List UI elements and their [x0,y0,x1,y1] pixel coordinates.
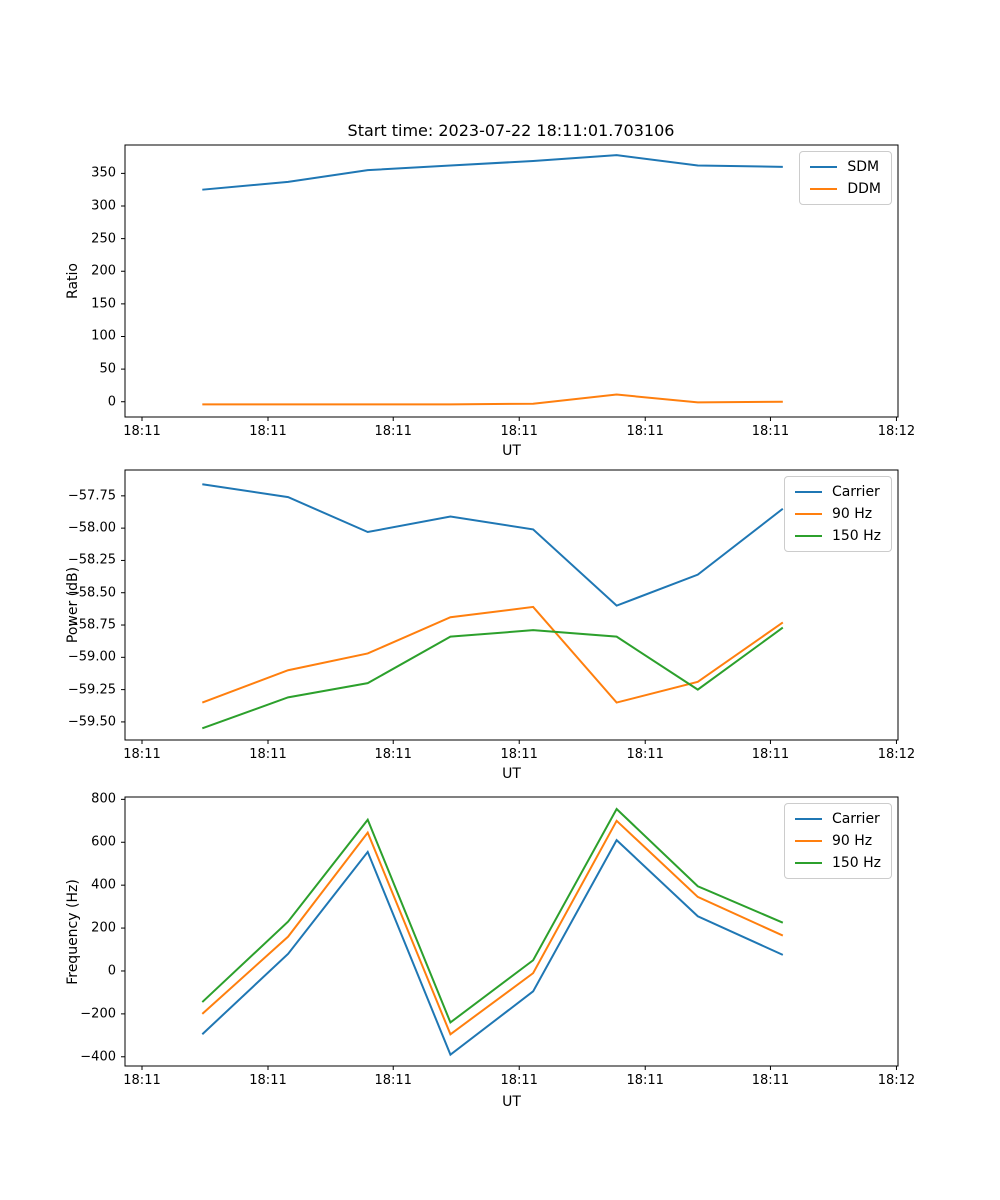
ratio-y-axis-label: Ratio [65,263,81,299]
x-tick-label: 18:12 [877,424,916,439]
legend-line-swatch [794,839,822,843]
ratio-x-axis-label: UT [502,443,521,459]
x-tick-label: 18:11 [500,424,538,439]
legend-label: SDM [847,159,880,175]
x-tick-label: 18:11 [500,747,538,762]
legend-line-swatch [810,165,838,169]
x-tick-label: 18:11 [374,747,412,762]
series-line-150 Hz [201,626,784,730]
legend-item-Carrier: Carrier [794,484,881,500]
y-tick-label: −59.50 [67,714,116,730]
y-tick-label: 50 [99,361,116,377]
y-tick-label: −58.50 [67,585,116,601]
y-tick-label: 150 [91,296,116,312]
series-line-DDM [202,393,783,406]
legend-line-swatch [794,490,822,494]
legend-item-Carrier: Carrier [794,811,881,827]
series-line-SDM [202,154,783,191]
x-tick-label: 18:11 [751,747,790,762]
x-tick-label: 18:12 [877,1073,916,1088]
legend-item-SDM: SDM [810,159,881,175]
series-line-Carrier [202,483,784,607]
x-tick-label: 18:11 [374,424,412,439]
x-tick-label: 18:11 [626,1073,664,1088]
x-tick-label: 18:11 [626,747,664,762]
x-tick-label: 18:12 [877,747,916,762]
legend-label: 150 Hz [831,528,881,544]
legend-line-swatch [794,817,822,821]
power-plot-canvas [121,469,899,744]
y-tick-label: 250 [91,231,116,247]
y-tick-label: 400 [91,877,116,893]
y-tick-label: 0 [107,963,116,979]
y-tick-label: 350 [91,165,116,181]
x-tick-label: 18:11 [249,424,287,439]
series-line-90 Hz [201,605,784,704]
x-tick-label: 18:11 [249,1073,287,1088]
series-line-Carrier [201,838,784,1057]
x-tick-label: 18:11 [123,424,161,439]
legend-item-90 Hz: 90 Hz [794,506,881,522]
y-tick-label: −200 [80,1006,116,1022]
legend-label: DDM [847,181,881,197]
ratio-plot-canvas [121,144,899,421]
y-tick-label: −400 [80,1049,116,1065]
x-tick-label: 18:11 [751,424,790,439]
legend-line-swatch [794,861,822,865]
legend-line-swatch [794,512,822,516]
y-tick-label: 0 [107,394,116,410]
power-x-axis-label: UT [502,766,521,782]
frequency-x-axis-label: UT [502,1094,521,1110]
plot-ratio: Ratio UT SDM DDM 18:11 18:11 18:11 18:11 18:1… [65,144,915,459]
y-tick-label: 800 [91,791,116,807]
y-tick-label: −59.00 [67,649,116,665]
legend-item-150 Hz: 150 Hz [794,528,881,544]
legend-item-DDM: DDM [810,181,881,197]
legend-label: 150 Hz [831,855,881,871]
series-line-90 Hz [201,819,784,1036]
legend-label: Carrier [831,484,880,500]
axes-spines [124,469,899,741]
y-tick-label: 300 [91,198,116,214]
legend-item-90 Hz: 90 Hz [794,833,881,849]
x-tick-label: 18:11 [626,424,664,439]
frequency-y-axis-label: Frequency (Hz) [65,878,81,985]
y-tick-label: 200 [91,920,116,936]
x-tick-label: 18:11 [374,1073,412,1088]
y-tick-label: 600 [91,834,116,850]
y-tick-label: 200 [91,263,116,279]
x-tick-label: 18:11 [249,747,287,762]
legend-line-swatch [794,534,822,538]
frequency-legend: Carrier 90 Hz 150 Hz [783,803,892,879]
plot-power: Power (dB) UT Carrier 90 Hz 150 Hz 18:11 18… [65,469,915,782]
legend-line-swatch [810,187,838,191]
y-tick-label: −58.75 [67,617,116,633]
x-tick-label: 18:11 [500,1073,538,1088]
legend-label: 90 Hz [831,833,873,849]
y-tick-label: −58.25 [67,552,116,568]
x-tick-label: 18:11 [751,1073,790,1088]
legend-item-150 Hz: 150 Hz [794,855,881,871]
y-tick-label: −58.00 [67,520,116,536]
axes-spines [124,144,899,418]
legend-label: Carrier [831,811,880,827]
frequency-plot-canvas [121,796,899,1070]
ratio-legend: SDM DDM [799,151,892,205]
y-tick-label: −57.75 [67,488,116,504]
y-tick-label: −59.25 [67,682,116,698]
x-tick-label: 18:11 [123,747,161,762]
x-tick-label: 18:11 [123,1073,161,1088]
legend-label: 90 Hz [831,506,873,522]
axes-spines [124,796,899,1067]
y-tick-label: 100 [91,328,116,344]
figure-title: Start time: 2023-07-22 18:11:01.703106 [347,121,675,140]
plot-frequency: Frequency (Hz) UT Carrier 90 Hz 150 Hz 18:… [65,792,915,1110]
series-line-150 Hz [201,807,784,1025]
power-legend: Carrier 90 Hz 150 Hz [783,476,892,552]
